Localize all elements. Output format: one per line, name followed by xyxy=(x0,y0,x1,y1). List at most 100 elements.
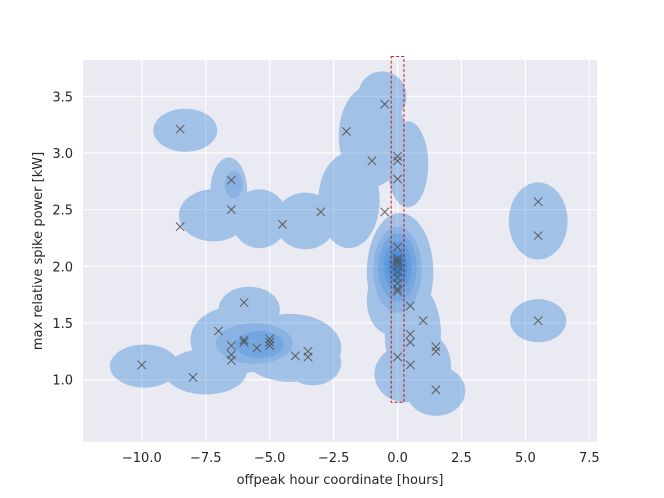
y-tick-label: 3.5 xyxy=(52,90,73,105)
data-point-stroke xyxy=(392,151,403,161)
data-point xyxy=(380,207,390,217)
data-point xyxy=(392,156,403,166)
data-point xyxy=(533,197,543,207)
data-point xyxy=(316,207,326,217)
data-point xyxy=(392,174,403,184)
x-tick-label: −7.5 xyxy=(190,451,222,466)
density-blob xyxy=(508,182,568,260)
data-point-stroke xyxy=(290,351,300,361)
data-point xyxy=(341,126,351,137)
data-point-stroke xyxy=(252,343,262,353)
x-tick-label: 5.0 xyxy=(515,451,536,466)
density-blob xyxy=(387,121,429,208)
x-tick-label: −5.0 xyxy=(254,451,286,466)
x-tick-label: 0.0 xyxy=(387,451,408,466)
density-blob xyxy=(406,366,466,416)
data-point-stroke xyxy=(277,219,288,229)
data-point xyxy=(405,360,415,370)
data-point xyxy=(239,337,249,347)
density-blob xyxy=(318,152,380,249)
data-point xyxy=(392,253,403,263)
density-blob xyxy=(109,344,179,388)
y-axis-label: max relative spike power [kW] xyxy=(31,152,46,350)
data-point xyxy=(265,341,275,351)
highlight-box-group xyxy=(390,56,405,403)
y-tick-label: 3.0 xyxy=(52,147,73,162)
density-blob xyxy=(366,213,434,331)
data-point-stroke xyxy=(226,355,236,365)
density-blob xyxy=(338,84,406,187)
data-point-stroke xyxy=(265,334,275,344)
data-point-stroke xyxy=(226,205,236,215)
data-point-stroke xyxy=(533,316,543,326)
data-point-stroke xyxy=(265,337,275,347)
x-tick-label: 7.5 xyxy=(579,451,600,466)
data-point xyxy=(405,337,415,347)
data-point-stroke xyxy=(418,316,428,326)
data-point xyxy=(213,326,224,336)
data-point-stroke xyxy=(392,352,403,362)
data-point xyxy=(226,355,236,365)
data-point xyxy=(380,99,390,109)
data-point xyxy=(188,372,198,382)
density-blob xyxy=(210,157,248,226)
data-point-stroke xyxy=(392,174,403,184)
y-tick-label: 1.0 xyxy=(52,374,73,389)
data-point-stroke xyxy=(431,346,441,356)
density-blob xyxy=(224,171,243,199)
data-point xyxy=(405,301,415,311)
density-blob xyxy=(178,189,248,242)
data-point-stroke xyxy=(533,231,543,241)
data-point-stroke xyxy=(392,258,403,268)
data-point xyxy=(392,286,403,296)
data-point-stroke xyxy=(265,341,275,351)
density-blob xyxy=(164,349,247,395)
data-point xyxy=(533,316,543,326)
data-point-stroke xyxy=(392,156,403,166)
data-point xyxy=(533,231,543,241)
data-point xyxy=(392,242,403,252)
data-points xyxy=(137,99,543,395)
density-blob xyxy=(378,233,417,302)
grid xyxy=(83,60,597,442)
data-point-stroke xyxy=(316,207,326,217)
data-point-stroke xyxy=(239,297,249,308)
density-level-2 xyxy=(215,171,422,364)
data-point xyxy=(418,316,428,326)
data-point xyxy=(303,352,313,362)
data-point-stroke xyxy=(188,372,198,382)
data-point-stroke xyxy=(405,329,415,339)
x-tick-label: 2.5 xyxy=(451,451,472,466)
y-tick-labels: 1.0 1.5 2.0 2.5 3.0 3.5 xyxy=(52,90,73,388)
data-point-stroke xyxy=(175,124,185,134)
density-blob xyxy=(384,283,442,386)
data-point-stroke xyxy=(213,326,224,336)
data-point xyxy=(290,351,300,361)
data-point-stroke xyxy=(405,360,415,370)
data-point-stroke xyxy=(392,284,403,294)
data-point-stroke xyxy=(239,335,249,345)
data-point xyxy=(277,219,288,229)
data-point-stroke xyxy=(431,385,441,395)
data-point-stroke xyxy=(392,242,403,252)
data-point-stroke xyxy=(175,222,185,232)
data-point-stroke xyxy=(533,197,543,207)
highlight-box xyxy=(390,56,405,403)
density-blob xyxy=(285,339,342,386)
data-point-stroke xyxy=(137,360,147,370)
density-blob xyxy=(366,266,413,335)
data-point xyxy=(392,151,403,161)
density-blob xyxy=(215,322,293,364)
data-point xyxy=(265,337,275,347)
data-point-stroke xyxy=(431,342,441,352)
data-point xyxy=(226,175,236,185)
data-point xyxy=(431,342,441,352)
data-point-stroke xyxy=(392,253,403,263)
y-tick-label: 2.5 xyxy=(52,204,73,219)
density-blob xyxy=(357,71,407,122)
data-point-stroke xyxy=(392,286,403,296)
plot-background xyxy=(83,60,597,442)
data-point-stroke xyxy=(380,99,390,109)
data-point xyxy=(431,385,441,395)
data-point-stroke xyxy=(239,337,249,347)
